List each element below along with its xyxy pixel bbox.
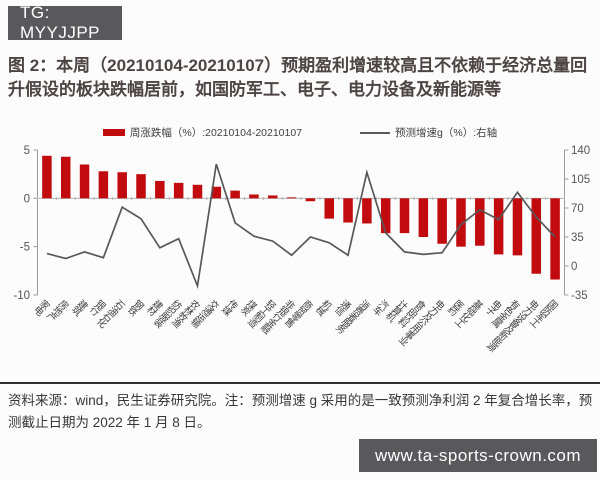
legend-item-bars: 周涨跌幅（%）:20210104-20210107 [102, 125, 303, 140]
svg-text:-10: -10 [13, 290, 30, 302]
chart-legend: 周涨跌幅（%）:20210104-20210107 预测增速g（%）:右轴 [0, 125, 600, 140]
line-series-swatch-icon [360, 131, 391, 134]
svg-text:5: 5 [24, 145, 30, 157]
svg-text:140: 140 [571, 145, 590, 157]
footer-divider-line [0, 382, 600, 384]
svg-text:-5: -5 [20, 242, 30, 254]
svg-text:70: 70 [571, 203, 584, 215]
figure-title: 图 2：本周（20210104-20210107）预期盈利增速较高且不依赖于经济… [8, 56, 588, 99]
telegram-watermark-badge: TG: MYYJJPP [8, 3, 122, 42]
svg-text:35: 35 [571, 232, 584, 244]
legend-line-label: 预测增速g（%）:右轴 [395, 127, 498, 139]
svg-text:0: 0 [24, 193, 30, 205]
source-note: 资料来源：wind，民生证券研究院。注：预测增速 g 采用的是一致预测净利润 2… [8, 393, 593, 430]
bar-series-swatch-icon [102, 129, 125, 136]
legend-item-line: 预测增速g（%）:右轴 [360, 125, 497, 140]
svg-text:105: 105 [571, 174, 590, 186]
website-watermark-badge: www.ta-sports-crown.com [359, 439, 597, 472]
svg-text:-35: -35 [571, 290, 588, 302]
dual-axis-chart: 5 0 -5 -10 140 105 70 35 0 -35 [13, 145, 590, 302]
legend-bars-label: 周涨跌幅（%）:20210104-20210107 [129, 127, 303, 139]
svg-text:0: 0 [571, 261, 577, 273]
